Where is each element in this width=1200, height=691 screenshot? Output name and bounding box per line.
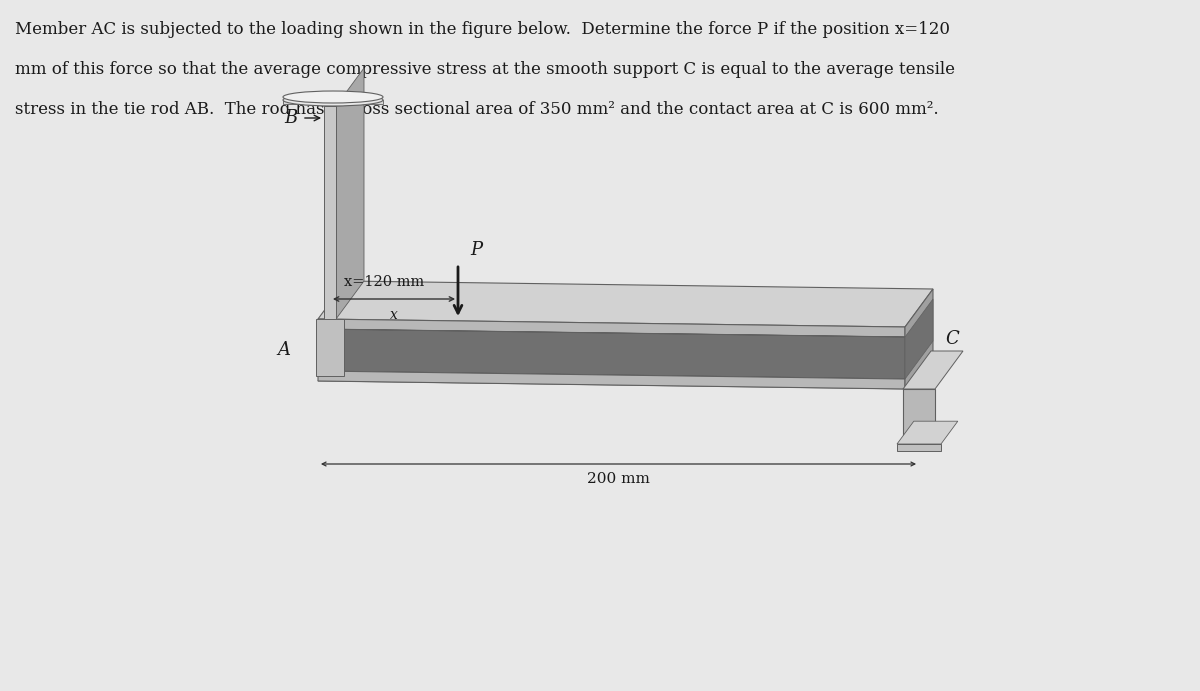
Text: x=120 mm: x=120 mm xyxy=(344,275,424,289)
Ellipse shape xyxy=(283,91,383,103)
Polygon shape xyxy=(318,343,934,389)
Polygon shape xyxy=(283,100,383,104)
Polygon shape xyxy=(905,289,934,389)
Text: P: P xyxy=(470,241,482,259)
Polygon shape xyxy=(318,329,911,337)
Text: 200 mm: 200 mm xyxy=(587,472,650,486)
Text: Member AC is subjected to the loading shown in the figure below.  Determine the : Member AC is subjected to the loading sh… xyxy=(14,21,950,38)
Polygon shape xyxy=(905,299,934,379)
Text: C: C xyxy=(946,330,959,348)
Text: A: A xyxy=(277,341,290,359)
Polygon shape xyxy=(898,422,958,444)
Polygon shape xyxy=(324,106,336,319)
Polygon shape xyxy=(298,104,368,106)
Polygon shape xyxy=(904,389,935,444)
Polygon shape xyxy=(324,329,911,379)
Text: mm of this force so that the average compressive stress at the smooth support C : mm of this force so that the average com… xyxy=(14,61,955,78)
Polygon shape xyxy=(336,68,364,319)
Polygon shape xyxy=(904,351,964,389)
Polygon shape xyxy=(318,371,905,389)
FancyBboxPatch shape xyxy=(898,444,941,451)
Polygon shape xyxy=(316,319,344,376)
Text: x: x xyxy=(390,308,398,322)
Polygon shape xyxy=(318,281,934,327)
Ellipse shape xyxy=(283,94,383,106)
Text: B: B xyxy=(284,109,298,127)
Polygon shape xyxy=(318,371,911,379)
Text: stress in the tie rod AB.  The rod has a cross sectional area of 350 mm² and the: stress in the tie rod AB. The rod has a … xyxy=(14,101,938,118)
Polygon shape xyxy=(318,319,905,337)
